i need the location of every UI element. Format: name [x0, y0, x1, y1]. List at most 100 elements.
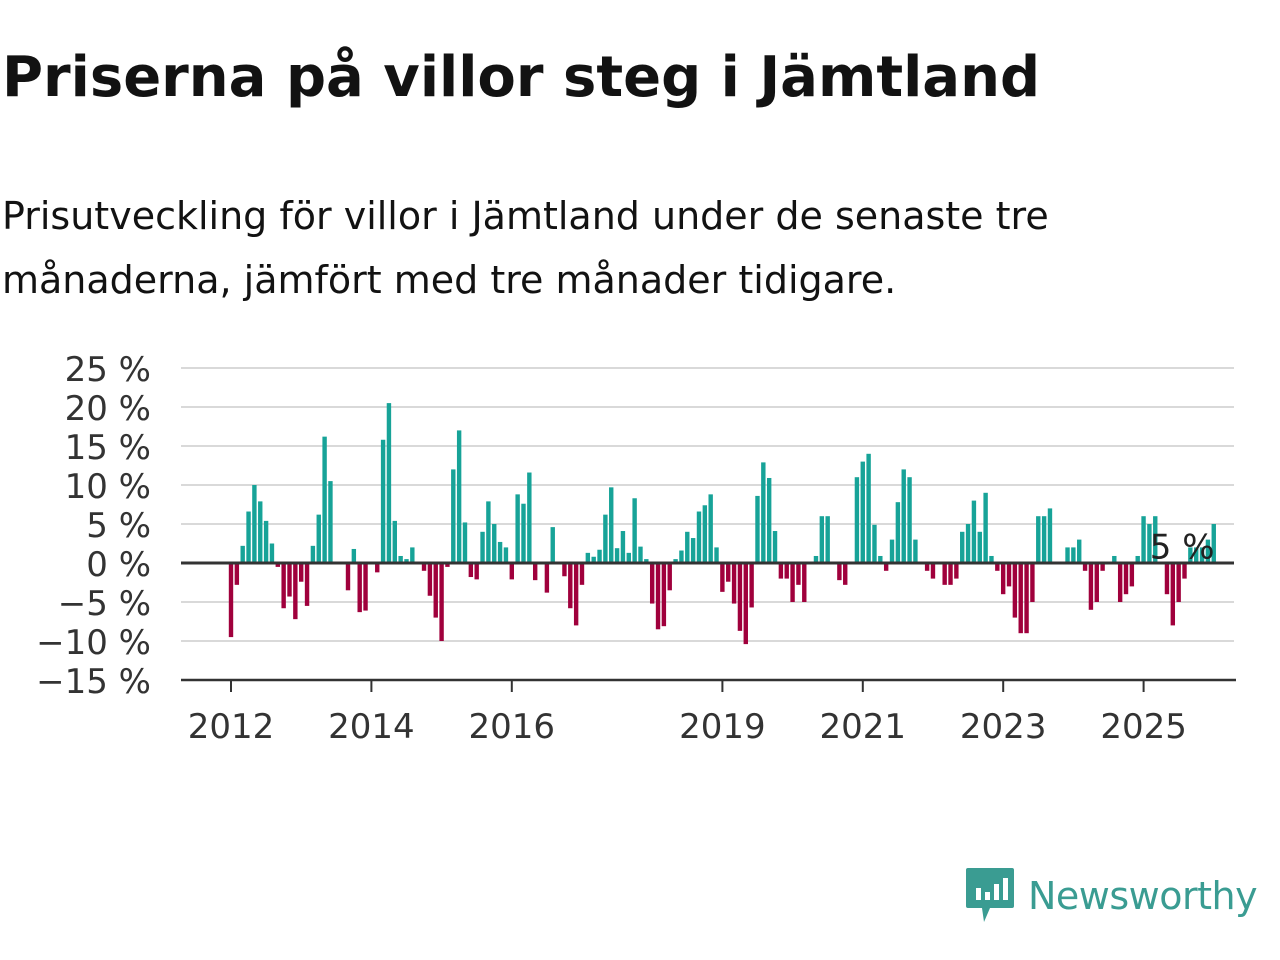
x-tick-label: 2014 [328, 707, 415, 747]
bar [790, 563, 795, 602]
bar [679, 550, 684, 563]
bar [1170, 563, 1176, 626]
bar [275, 563, 280, 567]
bar [451, 469, 456, 563]
bar [269, 543, 275, 563]
bar [761, 462, 766, 563]
bar [889, 539, 895, 563]
bar [632, 498, 637, 563]
bar [1141, 516, 1146, 563]
bar [813, 555, 819, 563]
bar [1199, 547, 1205, 563]
bars [228, 403, 1216, 645]
bar [328, 481, 333, 563]
bar [1065, 547, 1070, 563]
bar [1006, 563, 1012, 587]
bar [1077, 539, 1082, 563]
bar [1194, 547, 1199, 563]
bar [1182, 563, 1187, 579]
y-tick-label: 10 % [65, 467, 151, 507]
bar [708, 494, 713, 563]
bar [445, 563, 450, 567]
bar [825, 516, 830, 563]
bar [316, 514, 321, 563]
bar [1024, 563, 1029, 634]
bar [603, 514, 608, 563]
bar [977, 531, 982, 563]
bar [1041, 516, 1047, 563]
bar [661, 563, 667, 627]
x-tick-label: 2021 [820, 707, 907, 747]
bar [515, 494, 520, 563]
bar [726, 563, 731, 582]
bar [1153, 516, 1158, 563]
bar [620, 531, 626, 563]
y-tick-label: −15 % [36, 662, 151, 702]
bar [281, 563, 286, 609]
bar [234, 563, 240, 585]
bar [1123, 563, 1129, 595]
bar [293, 563, 298, 620]
bar [843, 563, 848, 585]
bar [1088, 563, 1094, 610]
bar [392, 520, 397, 563]
bar [246, 511, 251, 563]
x-tick-label: 2019 [679, 707, 766, 747]
bar [427, 563, 433, 596]
bar [772, 531, 778, 563]
bar [1071, 547, 1076, 563]
bar [509, 563, 514, 580]
bar [375, 563, 380, 573]
bar [304, 563, 310, 606]
bar [819, 516, 825, 563]
x-tick-label: 2012 [188, 707, 275, 747]
bar [673, 559, 678, 563]
bar [579, 563, 585, 585]
y-tick-label: 15 % [65, 428, 151, 468]
bar [591, 556, 596, 563]
bar [1030, 563, 1035, 602]
bar [345, 563, 351, 591]
bar [573, 563, 579, 626]
bar [497, 541, 503, 563]
x-tick-label: 2016 [469, 707, 556, 747]
y-tick-label: 5 % [86, 506, 151, 546]
y-tick-label: 20 % [65, 389, 151, 429]
bar [1205, 539, 1211, 563]
bar [749, 563, 754, 608]
bar [860, 461, 865, 563]
bar [960, 531, 965, 563]
bar [404, 559, 409, 563]
bar [965, 524, 971, 563]
bar [924, 563, 930, 571]
x-axis: 2012 2014 2016 2019 2021 2023 2025 [181, 678, 1236, 747]
bar [386, 403, 392, 563]
bar [649, 563, 655, 604]
bar [433, 563, 438, 618]
bar [907, 477, 912, 563]
chart-title: Priserna på villor steg i Jämtland [2, 45, 1041, 110]
bar [480, 531, 485, 563]
bar [971, 500, 977, 563]
bar [638, 546, 643, 563]
bar [667, 563, 672, 591]
y-gridlines [181, 367, 1234, 642]
bar [690, 538, 696, 563]
bar [474, 563, 479, 580]
bar [1082, 563, 1088, 571]
bar [866, 453, 871, 563]
bar [1176, 563, 1181, 602]
y-tick-label: −5 % [58, 584, 151, 624]
bar [568, 563, 573, 609]
bar [597, 549, 602, 563]
bar [439, 563, 444, 641]
bar [532, 563, 538, 581]
bar [737, 563, 743, 631]
bar [731, 563, 737, 604]
x-tick-label: 2023 [960, 707, 1047, 747]
bar [883, 563, 889, 571]
bar [784, 563, 789, 579]
bar [755, 495, 760, 563]
bar [1000, 563, 1006, 595]
bar [240, 545, 245, 563]
